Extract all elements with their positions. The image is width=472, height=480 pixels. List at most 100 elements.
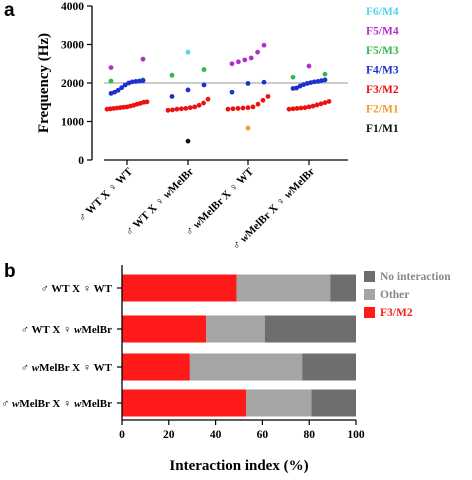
scatter-point bbox=[183, 106, 189, 111]
legend-entry: F6/M4 bbox=[366, 6, 399, 18]
scatter-point bbox=[311, 79, 317, 85]
scatter-point bbox=[225, 106, 231, 112]
scatter-point bbox=[205, 96, 211, 102]
scatter-point bbox=[290, 106, 296, 112]
scatter-point bbox=[298, 105, 304, 111]
x-tick-label: 40 bbox=[210, 429, 222, 441]
legend-swatch bbox=[364, 289, 375, 300]
scatter-point bbox=[185, 138, 191, 144]
scatter-point bbox=[290, 85, 296, 91]
frequency-scatter-chart: 0 1000 2000 3000 4000 Frequency (Hz) ♂ WT X ♀ … bbox=[36, 1, 399, 253]
scatter-point bbox=[294, 85, 299, 91]
bar-segment bbox=[122, 274, 237, 302]
scatter-point bbox=[248, 55, 254, 61]
scatter-point bbox=[122, 82, 128, 88]
scatter-point bbox=[201, 100, 206, 106]
scatter-point bbox=[245, 80, 251, 86]
scatter-point bbox=[170, 107, 175, 113]
scatter-point bbox=[115, 87, 121, 93]
x-tick-label: 20 bbox=[163, 429, 175, 441]
y-tick-label: 0 bbox=[78, 155, 84, 167]
scatter-point bbox=[261, 79, 267, 85]
bar-segment bbox=[122, 389, 247, 417]
scatter-point bbox=[169, 72, 175, 78]
legend-entry: Other bbox=[380, 289, 409, 301]
legend-swatch bbox=[364, 271, 375, 282]
y-tick-label: 3000 bbox=[61, 40, 84, 52]
scatter-point bbox=[326, 99, 332, 104]
scatter-point bbox=[286, 106, 292, 112]
scatter-point bbox=[140, 56, 146, 62]
panel-b-label: b bbox=[4, 261, 16, 282]
legend-entry: F1/M1 bbox=[366, 123, 399, 135]
scatter-point bbox=[165, 107, 171, 113]
scatter-point bbox=[187, 105, 193, 111]
scatter-point bbox=[310, 103, 316, 109]
scatter-point bbox=[294, 106, 300, 111]
scatter-point bbox=[108, 65, 114, 70]
scatter-point bbox=[255, 101, 261, 107]
x-axis-title: Interaction index (%) bbox=[169, 458, 308, 474]
scatter-point bbox=[229, 89, 235, 95]
scatter-point bbox=[185, 49, 191, 55]
scatter-point bbox=[265, 94, 271, 99]
legend-entry: F2/M1 bbox=[366, 104, 399, 116]
y-axis-title: Frequency (Hz) bbox=[36, 33, 52, 133]
panel-a-label: a bbox=[4, 0, 15, 21]
x-tick-label: 0 bbox=[119, 429, 125, 441]
scatter-point bbox=[255, 49, 260, 55]
scatter-point bbox=[250, 104, 256, 110]
scatter-point bbox=[144, 99, 150, 105]
legend-entry: F4/M3 bbox=[366, 65, 399, 77]
scatter-point bbox=[240, 105, 246, 111]
scatter-point bbox=[306, 104, 312, 110]
scatter-point bbox=[314, 102, 320, 108]
legend-entry: F3/M2 bbox=[366, 84, 399, 96]
scatter-point bbox=[229, 61, 235, 67]
scatter-point bbox=[137, 78, 142, 84]
scatter-point bbox=[290, 74, 296, 80]
legend-swatch bbox=[364, 307, 375, 318]
scatter-point bbox=[185, 87, 191, 93]
scatter-point bbox=[201, 67, 207, 72]
scatter-point bbox=[140, 78, 146, 84]
bar-segment bbox=[330, 274, 356, 302]
scatter-point bbox=[322, 100, 328, 106]
x-tick-label: 80 bbox=[303, 429, 315, 441]
bar-segment bbox=[122, 353, 190, 381]
scatter-point bbox=[112, 89, 117, 95]
scatter-point bbox=[322, 77, 328, 83]
scatter-point bbox=[260, 97, 266, 103]
scatter-point bbox=[129, 79, 135, 85]
scatter-point bbox=[306, 63, 312, 69]
bar-segment bbox=[246, 389, 312, 417]
y-category-label: ♂ WT X ♀ wMelBr bbox=[21, 324, 112, 336]
y-tick-label: 4000 bbox=[61, 1, 84, 13]
legend-entry: F3/M2 bbox=[380, 307, 413, 319]
bar-segment bbox=[264, 315, 356, 343]
bar-segment bbox=[189, 353, 303, 381]
legend-entry: No interaction bbox=[380, 271, 451, 283]
scatter-point bbox=[169, 94, 175, 99]
scatter-point bbox=[236, 59, 241, 65]
scatter-point bbox=[119, 85, 125, 91]
scatter-point bbox=[192, 104, 198, 110]
interaction-index-bar-chart: ♂ WT X ♀ WT ♂ WT X ♀ wMelBr ♂ wMelBr X ♀ W… bbox=[1, 265, 451, 474]
y-tick-label: 2000 bbox=[61, 78, 84, 90]
scatter-point bbox=[174, 106, 180, 112]
scatter-point bbox=[178, 106, 184, 112]
scatter-point bbox=[322, 71, 328, 77]
scatter-point bbox=[242, 57, 248, 63]
scatter-point bbox=[245, 125, 251, 131]
bar-segment bbox=[206, 315, 265, 343]
bar-segment bbox=[302, 353, 356, 381]
y-category-label: ♂ WT X ♀ WT bbox=[40, 283, 112, 295]
scatter-point bbox=[230, 106, 236, 112]
x-tick-label: 100 bbox=[347, 429, 365, 441]
y-category-label: ♂ wMelBr X ♀ WT bbox=[21, 362, 113, 374]
y-category-label: ♂ wMelBr X ♀ wMelBr bbox=[1, 398, 112, 410]
bar-segment bbox=[311, 389, 356, 417]
legend-entry: F5/M3 bbox=[366, 45, 399, 57]
